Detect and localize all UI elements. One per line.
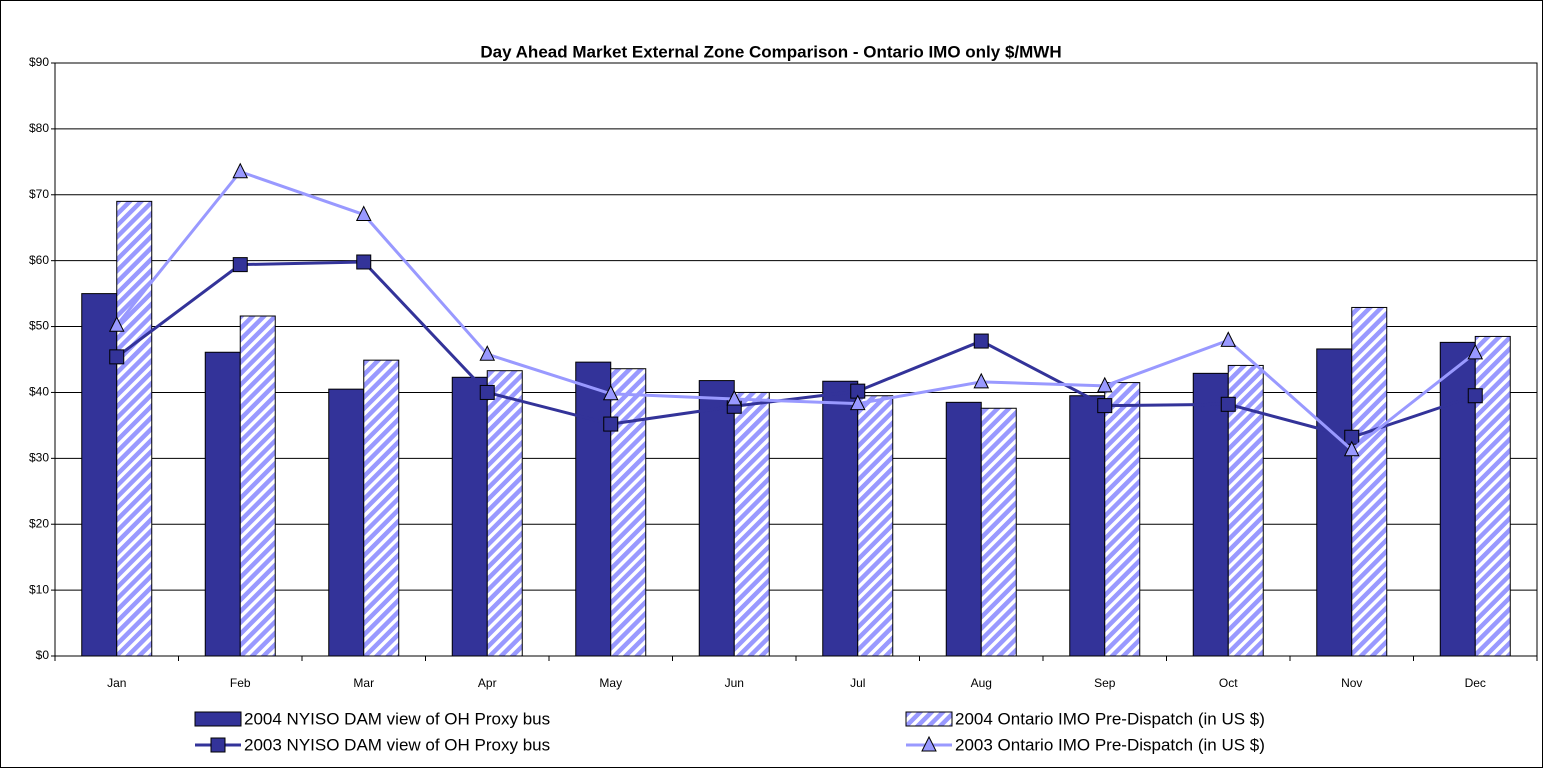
y-tick-label: $30: [29, 451, 49, 465]
y-tick-label: $90: [29, 55, 49, 69]
bar: [239, 315, 276, 657]
x-tick-label: May: [599, 676, 622, 690]
bar: [1227, 364, 1264, 657]
line-marker: [973, 372, 990, 389]
legend-marker: [921, 735, 937, 752]
x-tick-label: Apr: [478, 676, 497, 690]
legend-swatch: [905, 711, 953, 727]
line-marker: [1343, 440, 1360, 457]
bar: [945, 401, 982, 657]
bar: [486, 370, 523, 657]
y-tick-label: $80: [29, 121, 49, 135]
line-marker: [602, 384, 619, 401]
y-tick-label: $40: [29, 385, 49, 399]
x-tick-label: Jan: [107, 676, 126, 690]
line-marker: [726, 389, 743, 406]
chart-title: Day Ahead Market External Zone Compariso…: [480, 42, 1061, 61]
legend-swatch: [194, 711, 242, 727]
bar: [1069, 395, 1106, 657]
line-marker: [1220, 396, 1236, 412]
bar: [1104, 382, 1141, 657]
y-tick-label: $20: [29, 516, 49, 530]
bar: [575, 361, 612, 657]
bar: [1474, 335, 1511, 657]
bar: [363, 359, 400, 657]
line-marker: [1220, 331, 1237, 347]
x-tick-label: Mar: [353, 676, 374, 690]
legend-marker: [210, 737, 226, 753]
x-tick-label: Oct: [1219, 676, 1238, 690]
y-tick-label: $60: [29, 253, 49, 267]
series-line: [115, 169, 1477, 452]
x-tick-label: Nov: [1341, 676, 1362, 690]
bar: [116, 200, 153, 657]
line-marker: [356, 254, 372, 270]
line-marker: [355, 205, 372, 222]
line-marker: [232, 162, 249, 179]
bar: [980, 407, 1017, 657]
bar: [451, 376, 488, 657]
line-marker: [232, 257, 248, 273]
bar: [698, 380, 735, 657]
y-tick-label: $50: [29, 319, 49, 333]
bar: [1316, 348, 1353, 657]
line-marker: [1467, 388, 1483, 404]
y-tick-label: $70: [29, 187, 49, 201]
bar: [204, 351, 241, 657]
x-tick-label: Dec: [1465, 676, 1486, 690]
x-tick-label: Aug: [971, 676, 992, 690]
line-marker: [1097, 398, 1113, 414]
line-marker: [1467, 343, 1484, 360]
y-tick-label: $10: [29, 582, 49, 596]
x-tick-label: Sep: [1094, 676, 1116, 690]
line-marker: [479, 384, 495, 400]
line-marker: [603, 416, 619, 432]
bar: [857, 395, 894, 657]
bar: [1351, 306, 1388, 657]
line-marker: [973, 333, 989, 349]
line-marker: [1096, 376, 1113, 393]
bar: [1192, 372, 1229, 657]
plot-area: [54, 62, 1538, 657]
bar: [822, 380, 859, 657]
legend-label: 2003 Ontario IMO Pre-Dispatch (in US $): [955, 735, 1265, 754]
line-marker: [479, 345, 496, 361]
y-tick-label: $0: [36, 648, 50, 662]
x-tick-label: Jul: [850, 676, 865, 690]
bar: [81, 293, 118, 657]
line-marker: [108, 316, 125, 332]
legend-label: 2004 Ontario IMO Pre-Dispatch (in US $): [955, 709, 1265, 728]
x-tick-label: Feb: [230, 676, 251, 690]
line-marker: [849, 394, 866, 411]
bar: [328, 388, 365, 657]
line-marker: [109, 349, 125, 365]
bar: [610, 368, 647, 657]
legend-label: 2003 NYISO DAM view of OH Proxy bus: [244, 735, 550, 754]
series-line: [115, 260, 1476, 439]
bar: [733, 391, 770, 657]
legend-label: 2004 NYISO DAM view of OH Proxy bus: [244, 709, 550, 728]
x-tick-label: Jun: [725, 676, 744, 690]
